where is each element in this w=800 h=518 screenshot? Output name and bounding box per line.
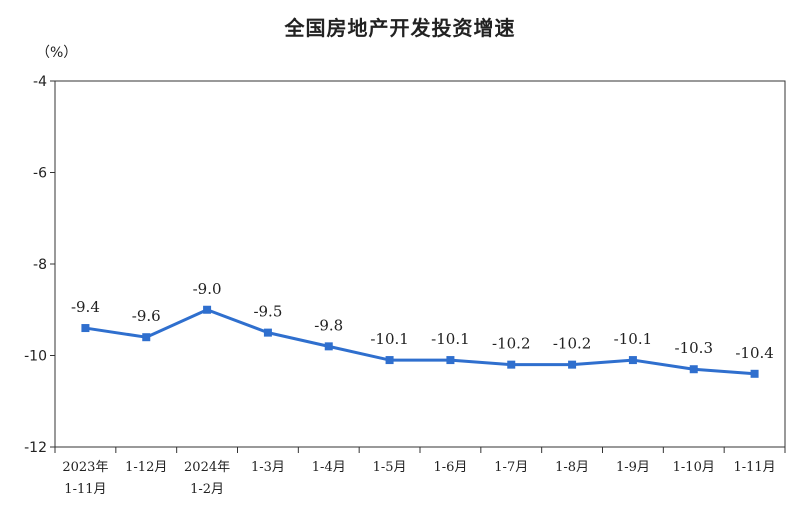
x-tick-label: 1-7月 bbox=[494, 460, 528, 475]
x-tick-label: 1-9月 bbox=[616, 460, 650, 475]
data-point-marker bbox=[203, 305, 212, 314]
data-point-marker bbox=[385, 356, 394, 365]
data-point-marker bbox=[568, 360, 577, 369]
x-tick-label: 1-8月 bbox=[555, 460, 589, 475]
data-label: -10.4 bbox=[735, 344, 773, 362]
data-label: -9.4 bbox=[71, 298, 100, 316]
data-point-marker bbox=[689, 365, 698, 374]
x-tick-label: 1-6月 bbox=[433, 460, 467, 475]
x-tick-label: 1-10月 bbox=[673, 460, 715, 475]
data-label: -10.1 bbox=[614, 330, 652, 348]
data-label: -10.1 bbox=[431, 330, 469, 348]
x-tick-label: 1-12月 bbox=[125, 460, 167, 475]
data-point-marker bbox=[142, 333, 151, 342]
y-tick-label: -8 bbox=[33, 257, 47, 273]
y-tick-label: -12 bbox=[24, 440, 47, 456]
data-point-marker bbox=[263, 328, 272, 337]
x-tick-label: 1-3月 bbox=[251, 460, 285, 475]
data-label: -10.1 bbox=[370, 330, 408, 348]
data-point-marker bbox=[628, 356, 637, 365]
data-label: -10.2 bbox=[553, 335, 591, 353]
y-tick-label: -6 bbox=[33, 166, 47, 182]
x-tick-label: 1-11月 bbox=[733, 460, 775, 475]
series-line bbox=[85, 308, 755, 376]
data-label: -9.5 bbox=[253, 303, 282, 321]
chart-title: 全国房地产开发投资增速 bbox=[284, 16, 516, 40]
data-point-marker bbox=[507, 360, 516, 369]
y-tick-label: -10 bbox=[24, 349, 47, 365]
data-point-marker bbox=[81, 324, 90, 333]
x-tick-label: 2023年 bbox=[62, 460, 108, 475]
data-label: -9.8 bbox=[314, 316, 343, 334]
x-tick-label: 2024年 bbox=[184, 460, 230, 475]
x-tick-label: 1-4月 bbox=[312, 460, 346, 475]
data-point-marker bbox=[750, 369, 759, 378]
data-point-marker bbox=[446, 356, 455, 365]
data-label: -9.0 bbox=[193, 280, 222, 298]
data-label: -10.2 bbox=[492, 335, 530, 353]
plot-frame bbox=[54, 80, 786, 448]
data-label: -10.3 bbox=[675, 339, 713, 357]
data-label: -9.6 bbox=[132, 307, 161, 325]
x-tick-label: 1-11月 bbox=[64, 482, 106, 497]
data-point-marker bbox=[324, 342, 333, 351]
x-tick-label: 1-5月 bbox=[373, 460, 407, 475]
x-tick-label: 1-2月 bbox=[190, 482, 224, 497]
y-axis-unit: （%） bbox=[36, 45, 78, 61]
y-tick-label: -4 bbox=[33, 74, 47, 90]
